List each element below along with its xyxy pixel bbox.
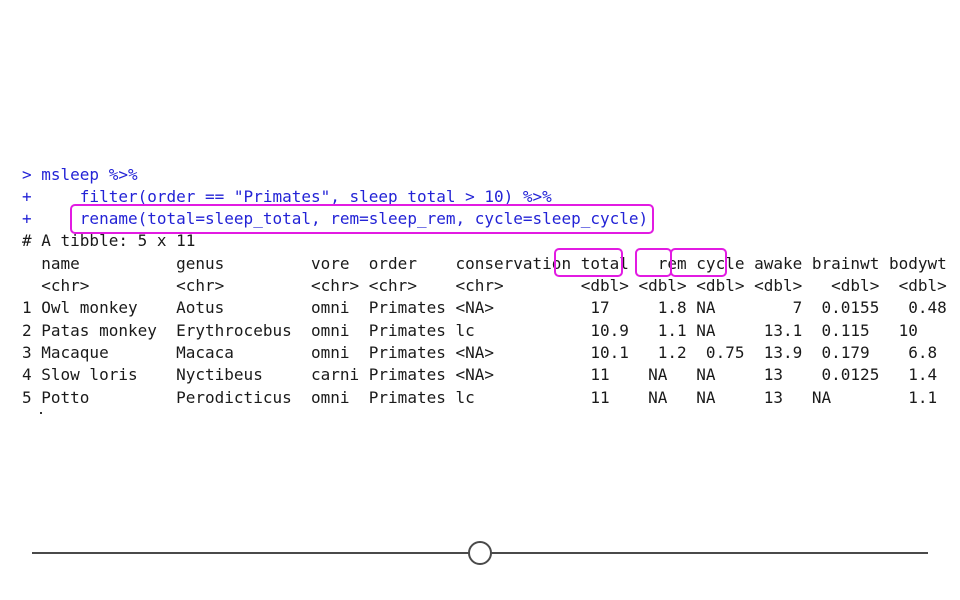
table-row: 3 Macaque Macaca omni Primates <NA> 10.1… [22, 343, 947, 362]
r-console: > msleep %>% + filter(order == "Primates… [22, 164, 947, 424]
console-command-line-2: + filter(order == "Primates", sleep_tota… [22, 187, 552, 206]
rem-column-highlight [635, 248, 672, 277]
tibble-column-types: <chr> <chr> <chr> <chr> <chr> <dbl> <dbl… [22, 276, 947, 295]
stray-dot [40, 412, 42, 414]
slider-thumb[interactable] [468, 541, 492, 565]
console-command-line-3: + rename(total=sleep_total, rem=sleep_re… [22, 209, 649, 228]
rename-call-highlight [70, 204, 654, 234]
table-row: 2 Patas monkey Erythrocebus omni Primate… [22, 321, 947, 340]
cycle-column-highlight [670, 248, 727, 277]
tibble-column-names: name genus vore order conservation total… [22, 254, 947, 273]
timeline-slider[interactable] [32, 541, 928, 567]
table-row: 4 Slow loris Nyctibeus carni Primates <N… [22, 365, 947, 384]
table-row: 1 Owl monkey Aotus omni Primates <NA> 17… [22, 298, 947, 317]
total-column-highlight [554, 248, 623, 277]
console-command-line-1: > msleep %>% [22, 165, 138, 184]
tibble-header-line: # A tibble: 5 x 11 [22, 231, 196, 250]
table-row: 5 Potto Perodicticus omni Primates lc 11… [22, 388, 947, 407]
